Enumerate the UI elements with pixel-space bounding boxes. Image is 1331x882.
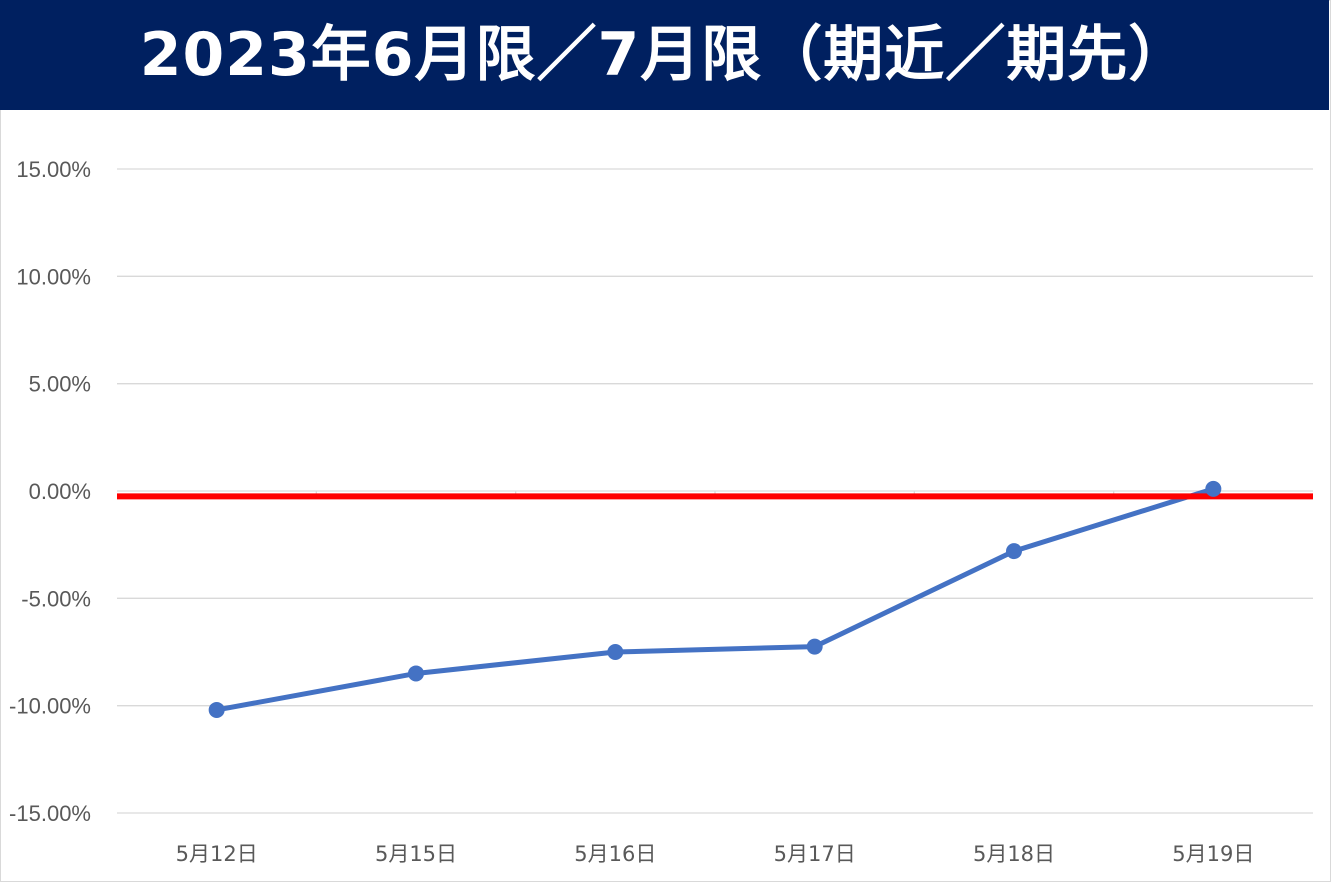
x-tick-label: 5月17日	[774, 842, 856, 866]
data-point	[607, 644, 624, 660]
chart-title-bar	[0, 0, 1329, 110]
y-tick-label: 0.00%	[29, 479, 91, 504]
data-point	[1205, 480, 1222, 497]
x-axis: 5月12日 5月15日 5月16日 5月17日 5月18日 5月19日	[176, 842, 1255, 866]
y-axis: 15.00% 10.00% 5.00% 0.00% -5.00% -10.00% -15.0…	[9, 157, 91, 826]
y-tick-label: -10.00%	[9, 694, 91, 719]
y-tick-label: -15.00%	[9, 801, 91, 826]
x-tick-label: 5月12日	[176, 842, 258, 866]
chart-title: 2023年6月限／7月限（期近／期先）	[139, 20, 1190, 90]
series-group	[214, 486, 1216, 713]
x-tick-label: 5月19日	[1172, 842, 1254, 866]
data-point	[408, 665, 424, 682]
points-group	[208, 480, 1222, 718]
y-tick-label: 5.00%	[29, 372, 91, 397]
x-tick-label: 5月16日	[574, 842, 656, 866]
data-point	[806, 638, 823, 655]
y-tick-label: 15.00%	[16, 157, 91, 182]
gridlines	[117, 168, 1313, 814]
x-tick-label: 5月15日	[375, 842, 457, 866]
y-tick-label: -5.00%	[21, 586, 91, 611]
data-point	[1006, 543, 1022, 560]
series-line	[214, 486, 1216, 713]
y-tick-label: 10.00%	[16, 264, 91, 289]
x-tick-label: 5月18日	[973, 842, 1055, 866]
data-point	[208, 701, 225, 718]
